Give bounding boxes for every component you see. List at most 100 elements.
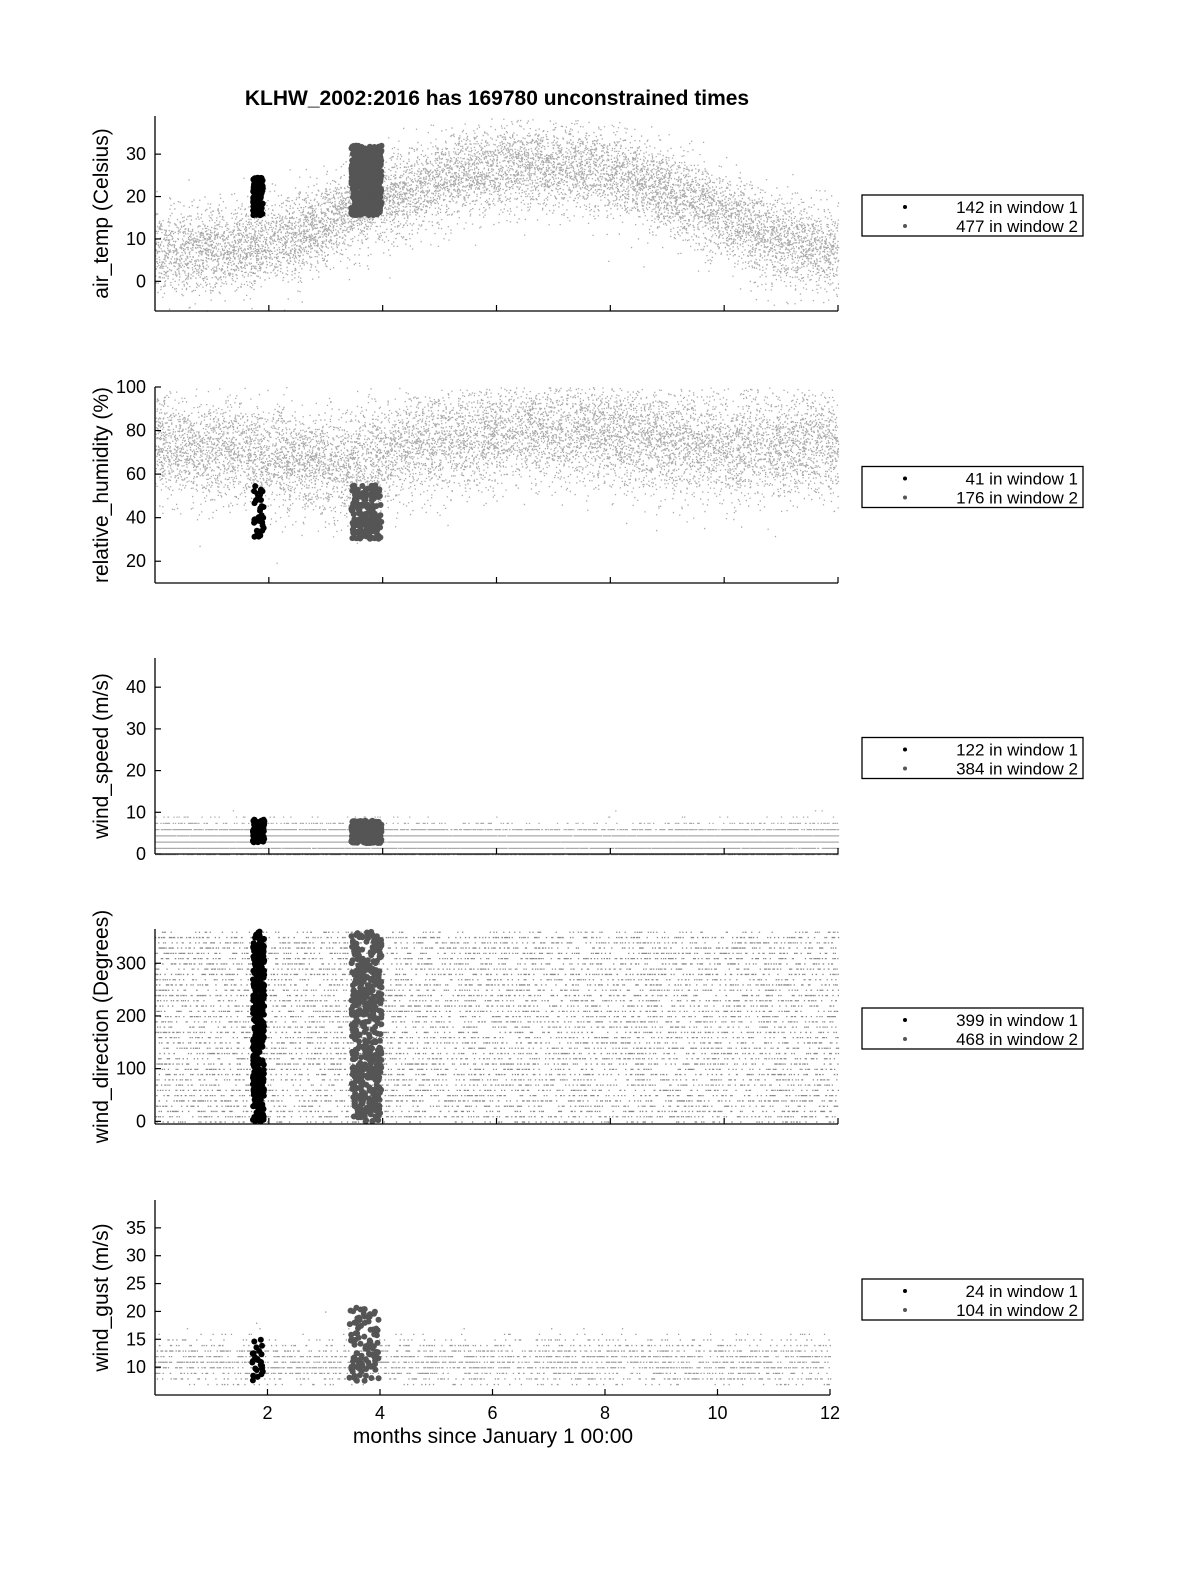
- window-2-point: [354, 931, 361, 938]
- window-1-point: [257, 1012, 264, 1019]
- window-1-point: [253, 1367, 260, 1373]
- window-1-point: [256, 1066, 263, 1073]
- window-2-point: [358, 531, 365, 538]
- window-2-point: [371, 1354, 378, 1361]
- window-2-point: [350, 522, 357, 528]
- legend-entry: 24 in window 1: [966, 1282, 1078, 1301]
- window-2-point: [352, 1036, 359, 1043]
- window-2-point: [356, 501, 363, 508]
- window-2-point: [376, 942, 383, 949]
- window-2-point: [365, 932, 372, 939]
- background-observations: [155, 931, 840, 1123]
- series-window-2: [348, 817, 385, 847]
- window-1-point: [259, 1342, 265, 1349]
- window-1-point: [260, 1106, 267, 1112]
- window-2-point: [371, 830, 377, 837]
- window-1-point: [260, 1027, 267, 1034]
- window-2-point: [373, 503, 380, 510]
- window-2-point: [376, 189, 383, 195]
- window-2-point: [346, 1321, 353, 1328]
- window-2-point: [352, 143, 359, 150]
- y-tick-label: 60: [126, 464, 146, 484]
- legend-entry: 468 in window 2: [956, 1030, 1078, 1049]
- window-2-point: [360, 193, 367, 199]
- window-1-point: [250, 1044, 256, 1051]
- window-2-point: [346, 1374, 353, 1381]
- window-2-point: [361, 1377, 368, 1384]
- window-2-point: [371, 209, 378, 216]
- window-2-point: [366, 1034, 373, 1041]
- window-2-point: [371, 1100, 378, 1107]
- window-1-point: [258, 980, 265, 987]
- series-window-1: [250, 816, 268, 846]
- window-1-point: [257, 1033, 264, 1040]
- window-2-point: [367, 1363, 374, 1370]
- window-2-point: [350, 1025, 357, 1032]
- y-axis-label: wind_gust (m/s): [90, 1223, 113, 1372]
- window-2-point: [356, 157, 363, 164]
- window-2-point: [364, 1073, 371, 1080]
- window-2-point: [349, 1065, 356, 1072]
- window-2-point: [371, 174, 377, 181]
- window-2-point: [370, 522, 377, 529]
- x-tick-label: 12: [820, 1403, 840, 1423]
- background-points: [155, 387, 840, 564]
- window-1-point: [254, 834, 261, 841]
- window-1-point: [257, 486, 264, 493]
- window-1-point: [260, 987, 267, 994]
- window-2-point: [371, 180, 378, 187]
- window-2-point: [353, 940, 360, 947]
- window-2-point: [361, 1043, 368, 1050]
- y-tick-label: 100: [116, 1059, 146, 1079]
- background-points: [155, 931, 840, 1123]
- y-axis-label: wind_speed (m/s): [90, 673, 113, 840]
- window-2-point: [369, 1010, 376, 1017]
- window-2-point: [368, 835, 375, 842]
- window-2-point: [370, 1095, 377, 1102]
- window-2-point: [368, 1065, 375, 1071]
- legend-box: [861, 465, 1084, 509]
- window-1-point: [253, 211, 260, 218]
- window-2-point: [368, 968, 375, 975]
- x-axis-label: months since January 1 00:00: [353, 1425, 633, 1448]
- window-1-point: [255, 494, 262, 501]
- background-points: [155, 118, 840, 312]
- window-1-point: [259, 519, 266, 526]
- window-2-point: [351, 1103, 358, 1110]
- x-tick-label: 2: [262, 1403, 272, 1423]
- window-2-point: [372, 1366, 379, 1373]
- window-2-point: [375, 1077, 382, 1084]
- window-2-point: [373, 1015, 380, 1022]
- window-2-point: [355, 210, 362, 217]
- legend-box: [861, 1278, 1084, 1321]
- legend-marker: [903, 476, 907, 481]
- window-2-point: [371, 485, 378, 492]
- window-1-point: [254, 1373, 261, 1380]
- window-2-point: [376, 1044, 383, 1051]
- window-2-point: [362, 1343, 369, 1350]
- window-2-point: [374, 1030, 381, 1037]
- series-window-2: [348, 928, 385, 1125]
- window-2-point: [371, 149, 377, 156]
- window-2-point: [367, 1326, 374, 1333]
- legend-entry: 41 in window 1: [966, 470, 1078, 489]
- window-2-point: [357, 971, 363, 978]
- window-2-point: [349, 158, 356, 165]
- window-2-point: [360, 1023, 367, 1030]
- y-tick-label: 15: [126, 1329, 146, 1349]
- window-2-point: [348, 174, 355, 181]
- window-2-point: [355, 1357, 362, 1364]
- window-1-point: [255, 975, 262, 982]
- window-1-point: [255, 1059, 262, 1066]
- legend-marker: [903, 1018, 907, 1022]
- window-2-point: [378, 199, 385, 206]
- window-2-point: [373, 1056, 380, 1063]
- panel-3: 0 10 20 30 40 wind_speed (m/s) 122 in window 1…: [90, 658, 1084, 864]
- window-2-point: [372, 821, 379, 828]
- window-2-point: [348, 1006, 355, 1013]
- window-2-point: [372, 999, 379, 1005]
- window-2-point: [350, 511, 357, 518]
